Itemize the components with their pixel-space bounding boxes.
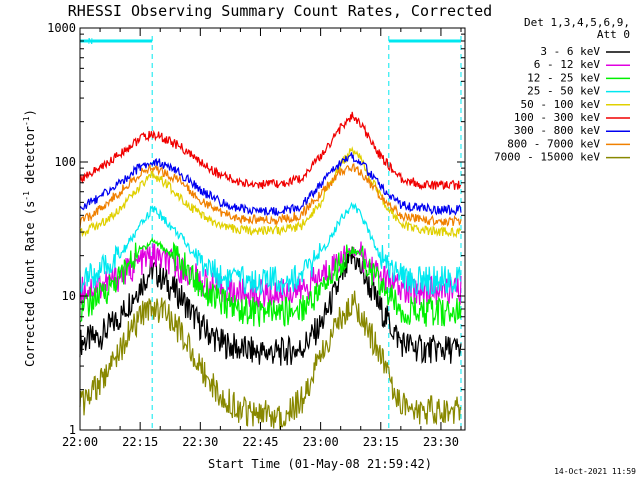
legend-label-2: 12 - 25 keV — [527, 71, 600, 84]
y-tick-label-3: 1000 — [47, 21, 76, 35]
x-tick-label-3: 22:45 — [242, 435, 278, 449]
series-line-4 — [79, 146, 462, 239]
y-tick-label-1: 10 — [62, 289, 76, 303]
series-line-6 — [79, 152, 462, 217]
legend-header-line1: Det 1,3,4,5,6,9, — [524, 16, 630, 29]
generation-timestamp: 14-Oct-2021 11:59 — [554, 467, 636, 476]
x-tick-label-1: 22:15 — [122, 435, 158, 449]
legend-header-line2: Att 0 — [597, 28, 630, 41]
legend-label-4: 50 - 100 keV — [521, 98, 601, 111]
plot-area: N 22:00 22:15 22:30 22:45 23:00 23:15 23:30 1 10 1… — [47, 21, 466, 449]
x-tick-label-6: 23:30 — [423, 435, 459, 449]
y-tick-label-0: 1 — [69, 423, 76, 437]
legend-label-5: 100 - 300 keV — [514, 111, 600, 124]
legend-label-3: 25 - 50 keV — [527, 85, 600, 98]
x-tick-label-2: 22:30 — [182, 435, 218, 449]
series-line-3 — [79, 201, 462, 297]
y-axis-label-sup1: -1 — [22, 191, 31, 201]
y-axis-label-sup2: -1 — [22, 116, 31, 126]
series-line-7 — [79, 163, 462, 228]
y-axis-label-part1: Corrected Count Rate (s — [23, 201, 37, 367]
legend-label-8: 7000 - 15000 keV — [494, 151, 600, 164]
series-line-0 — [79, 246, 462, 366]
y-axis-label: Corrected Count Rate (s-1 detector-1) — [22, 109, 37, 367]
legend-label-6: 300 - 800 keV — [514, 124, 600, 137]
legend-label-1: 6 - 12 keV — [534, 58, 601, 71]
x-tick-label-0: 22:00 — [62, 435, 98, 449]
y-tick-label-2: 100 — [54, 155, 76, 169]
x-tick-label-4: 23:00 — [303, 435, 339, 449]
series-line-2 — [79, 236, 462, 327]
series-line-8 — [79, 290, 462, 430]
legend-label-0: 3 - 6 keV — [540, 45, 600, 58]
x-tick-label-5: 23:15 — [363, 435, 399, 449]
legend-label-7: 800 - 7000 keV — [507, 137, 600, 150]
chart-title: RHESSI Observing Summary Count Rates, Co… — [68, 2, 492, 20]
x-axis-label: Start Time (01-May-08 21:59:42) — [208, 457, 432, 471]
night-marker-label: N — [88, 37, 93, 46]
plot-frame — [79, 27, 466, 431]
y-axis-label-part2: detector — [23, 126, 37, 191]
y-axis-label-part3: ) — [23, 109, 37, 116]
series-line-5 — [79, 111, 462, 191]
